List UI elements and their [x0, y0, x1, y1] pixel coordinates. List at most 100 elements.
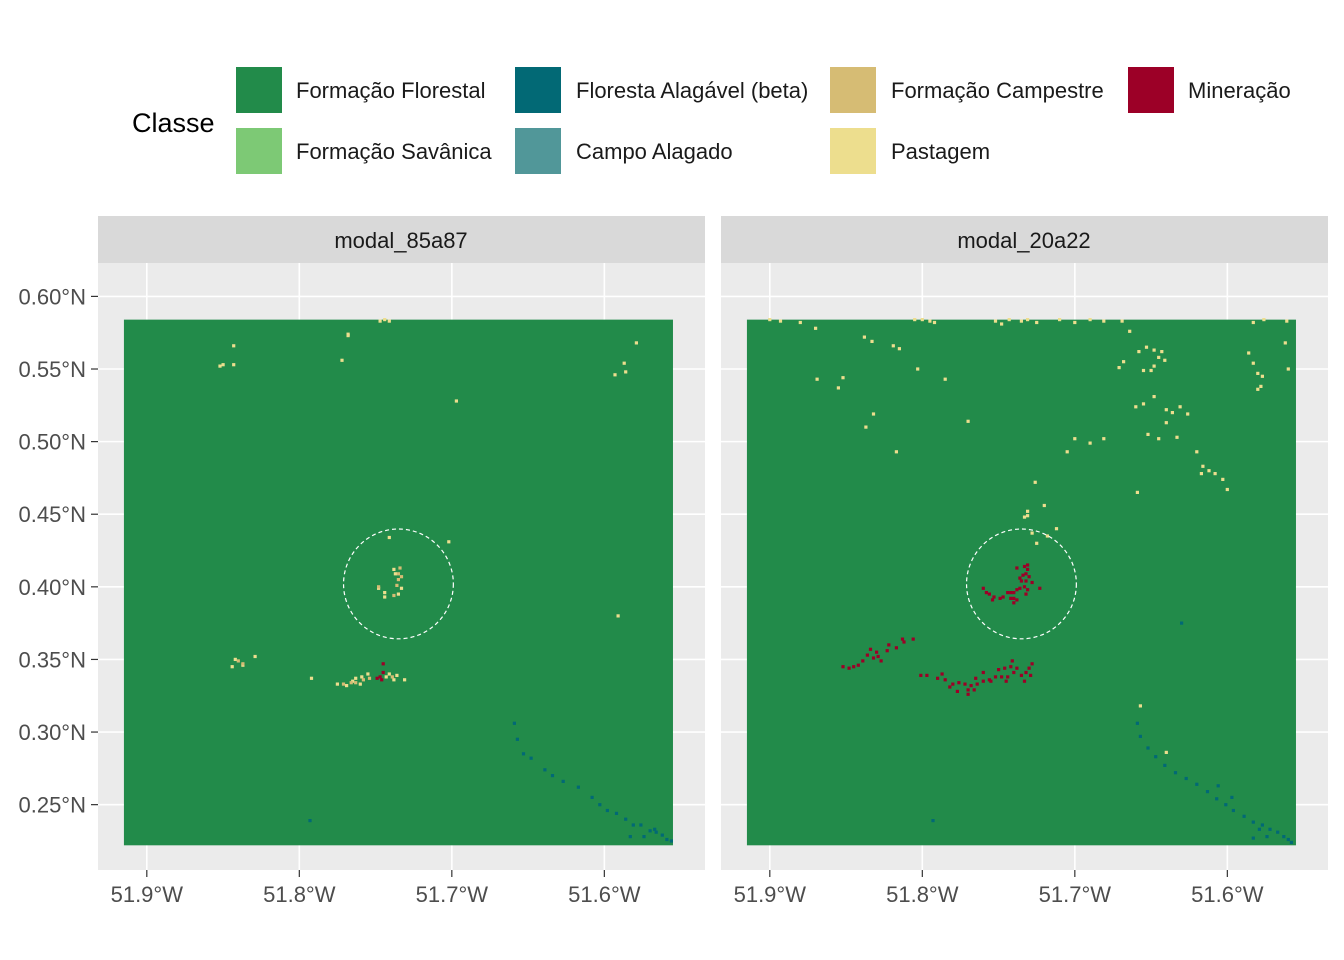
raster-cell	[236, 659, 240, 663]
raster-cell	[1224, 803, 1228, 807]
raster-cell	[1213, 472, 1217, 476]
raster-cell	[403, 678, 407, 682]
raster-cell	[1019, 673, 1023, 677]
raster-cell	[1004, 679, 1008, 683]
legend-key	[236, 128, 282, 174]
raster-cell	[1024, 579, 1028, 583]
raster-cell	[871, 412, 876, 416]
x-tick-label: 51.8°W	[263, 882, 336, 907]
raster-cell	[392, 567, 396, 571]
raster-cell	[1144, 345, 1149, 349]
y-tick-label: 0.60°N	[18, 284, 86, 309]
raster-cell	[1045, 534, 1049, 538]
raster-cell	[1033, 480, 1037, 484]
raster-cell	[1038, 586, 1042, 590]
y-tick-label: 0.25°N	[18, 793, 86, 818]
raster-cell	[665, 837, 669, 842]
raster-cell	[1184, 776, 1188, 781]
x-tick-label: 51.7°W	[416, 882, 489, 907]
x-tick-label: 51.6°W	[568, 882, 641, 907]
raster-cell	[396, 572, 400, 576]
raster-cell	[1163, 358, 1167, 362]
raster-cell	[1102, 319, 1106, 323]
raster-cell	[1256, 371, 1260, 375]
raster-cell	[1102, 437, 1106, 441]
raster-cell	[1007, 318, 1011, 322]
raster-cell	[1283, 341, 1287, 345]
raster-cell	[870, 339, 874, 343]
raster-cell	[1175, 435, 1179, 439]
raster-cell	[1009, 665, 1013, 669]
raster-cell	[1164, 750, 1168, 754]
legend-label: Formação Campestre	[891, 78, 1104, 103]
raster-cell	[521, 752, 526, 756]
raster-cell	[1012, 601, 1016, 605]
raster-cell	[454, 399, 458, 403]
raster-cell	[876, 654, 880, 659]
raster-cell	[1268, 827, 1272, 831]
raster-cell	[631, 823, 635, 827]
raster-cell	[1276, 830, 1280, 834]
raster-cell	[966, 419, 970, 423]
raster-cell	[1157, 437, 1161, 441]
raster-cell	[856, 663, 860, 667]
raster-cell	[384, 675, 388, 679]
raster-cell	[928, 319, 932, 323]
raster-cell	[1230, 795, 1234, 799]
raster-cell	[387, 535, 391, 540]
raster-base-left	[123, 319, 673, 846]
raster-cell	[951, 682, 955, 686]
raster-cell	[383, 591, 387, 595]
raster-cell	[576, 785, 580, 789]
raster-cell	[1015, 598, 1019, 602]
x-tick-label: 51.9°W	[734, 882, 807, 907]
raster-cell	[1221, 477, 1225, 481]
raster-cell	[1018, 586, 1022, 590]
raster-cell	[1010, 659, 1014, 663]
raster-cell	[1231, 808, 1235, 813]
raster-cell	[1022, 679, 1027, 683]
legend: Classe Formação Florestal Formação Savâni…	[132, 67, 1291, 174]
raster-cell	[1035, 320, 1039, 325]
raster-cell	[1015, 566, 1019, 570]
raster-cell	[1026, 563, 1030, 567]
raster-cell	[798, 320, 802, 325]
raster-cell	[340, 358, 344, 362]
raster-cell	[1001, 595, 1005, 599]
raster-cell	[987, 592, 991, 596]
raster-cell	[1256, 387, 1260, 391]
raster-cell	[993, 675, 998, 679]
raster-cell	[1195, 450, 1199, 454]
raster-cell	[529, 756, 533, 760]
raster-cell	[392, 678, 396, 682]
y-tick-label: 0.40°N	[18, 575, 86, 600]
x-tick-label: 51.6°W	[1191, 882, 1264, 907]
facet-strip-left	[98, 216, 705, 263]
raster-cell	[396, 578, 400, 582]
raster-cell	[614, 811, 619, 815]
raster-cell	[1030, 531, 1034, 535]
raster-cell	[605, 808, 609, 813]
raster-cell	[1135, 721, 1139, 725]
raster-cell	[399, 575, 404, 579]
raster-cell	[380, 678, 384, 682]
legend-key	[1128, 67, 1174, 113]
raster-cell	[1164, 408, 1168, 412]
raster-cell	[1265, 835, 1269, 839]
raster-cell	[868, 647, 873, 651]
raster-cell	[1260, 374, 1264, 378]
raster-cell	[879, 659, 883, 663]
raster-cell	[613, 373, 617, 377]
raster-cell	[345, 684, 349, 688]
raster-cell	[778, 319, 783, 323]
raster-patches-left	[218, 318, 673, 843]
raster-cell	[1027, 575, 1031, 579]
raster-cell	[392, 593, 396, 598]
raster-cell	[975, 682, 979, 686]
legend-key	[515, 67, 561, 113]
raster-cell	[653, 827, 657, 831]
raster-cell	[390, 675, 394, 679]
legend-label: Formação Savânica	[296, 139, 492, 164]
y-tick-label: 0.35°N	[18, 647, 86, 672]
